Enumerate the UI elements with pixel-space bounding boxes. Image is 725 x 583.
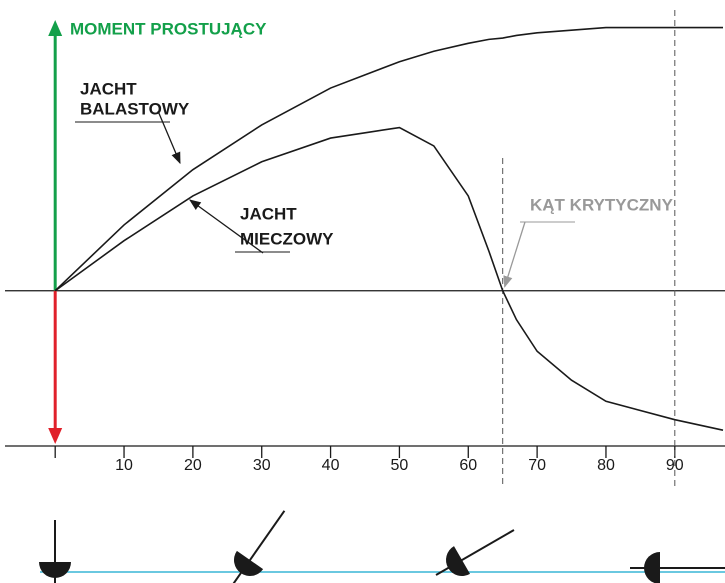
x-tick-label: 80 (597, 457, 615, 474)
annotation: KĄT KRYTYCZNY (530, 195, 674, 214)
y-arrow-up (48, 20, 62, 36)
annotation-pointer (505, 222, 525, 287)
x-tick-label: 10 (115, 457, 133, 474)
x-tick-label: 70 (528, 457, 546, 474)
x-tick-label: 50 (391, 457, 409, 474)
series-label: MIECZOWY (240, 229, 334, 248)
x-tick-label: 20 (184, 457, 202, 474)
series-line (55, 128, 723, 431)
x-tick-label: 40 (322, 457, 340, 474)
series-line (55, 28, 723, 291)
series-label: BALASTOWY (80, 99, 190, 118)
x-tick-label: 30 (253, 457, 271, 474)
x-tick-label: 60 (459, 457, 477, 474)
label-pointer (158, 111, 180, 163)
boat-icons (39, 502, 725, 583)
chart: MOMENT PROSTUJĄCY 102030405060708090JACH… (0, 0, 725, 583)
series-label: JACHT (80, 79, 137, 98)
y-axis-label: MOMENT PROSTUJĄCY (70, 19, 267, 38)
series-label: JACHT (240, 204, 297, 223)
y-arrow-down (48, 428, 62, 444)
